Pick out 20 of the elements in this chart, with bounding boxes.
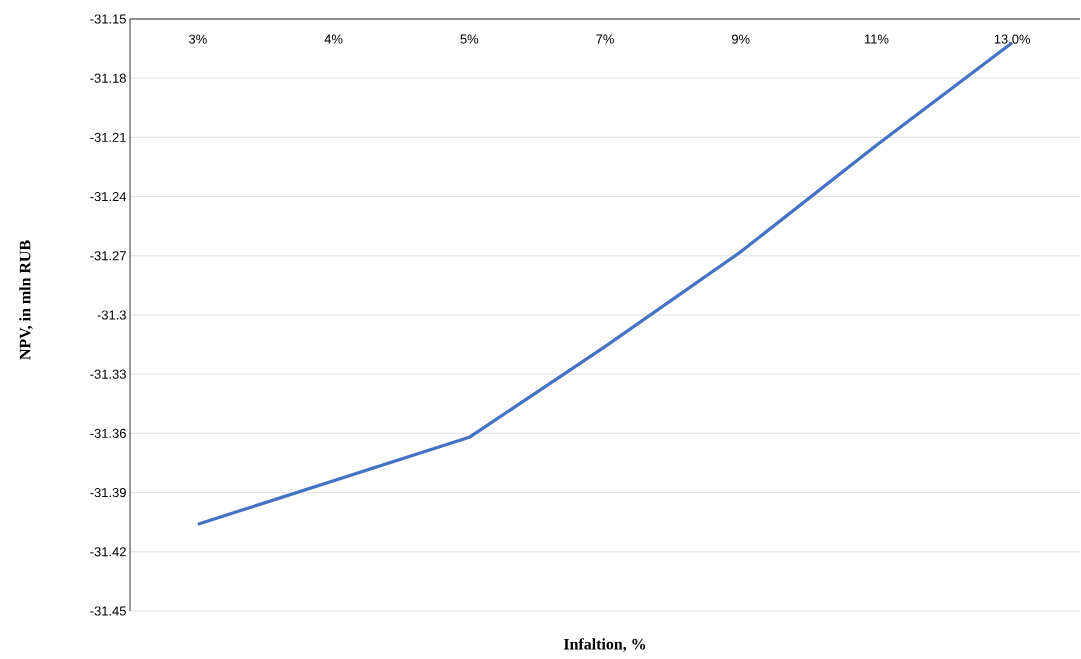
x-axis-title: Infaltion, %	[563, 638, 646, 652]
y-tick-label: -31.3	[97, 310, 126, 320]
y-tick-label: -31.15	[90, 14, 126, 24]
y-tick-label: -31.39	[90, 488, 126, 498]
x-tick-label: 3%	[189, 34, 207, 44]
x-tick-label: 4%	[324, 34, 343, 44]
y-axis-title: NPV, in mln RUB	[19, 240, 33, 360]
x-tick-label: 9%	[731, 34, 750, 44]
x-tick-label: 11%	[864, 34, 889, 44]
y-tick-label: -31.24	[90, 192, 127, 202]
y-tick-label: -31.45	[90, 606, 126, 616]
y-tick-label: -31.42	[90, 547, 126, 557]
x-tick-label: 13.0%	[994, 34, 1031, 44]
y-tick-label: -31.33	[90, 369, 126, 379]
x-tick-label: 5%	[460, 34, 479, 44]
y-tick-label: -31.27	[90, 251, 126, 261]
y-tick-label: -31.18	[90, 73, 126, 83]
x-tick-label: 7%	[596, 34, 614, 44]
y-tick-label: -31.36	[90, 428, 126, 438]
y-tick-label: -31.21	[90, 132, 126, 142]
